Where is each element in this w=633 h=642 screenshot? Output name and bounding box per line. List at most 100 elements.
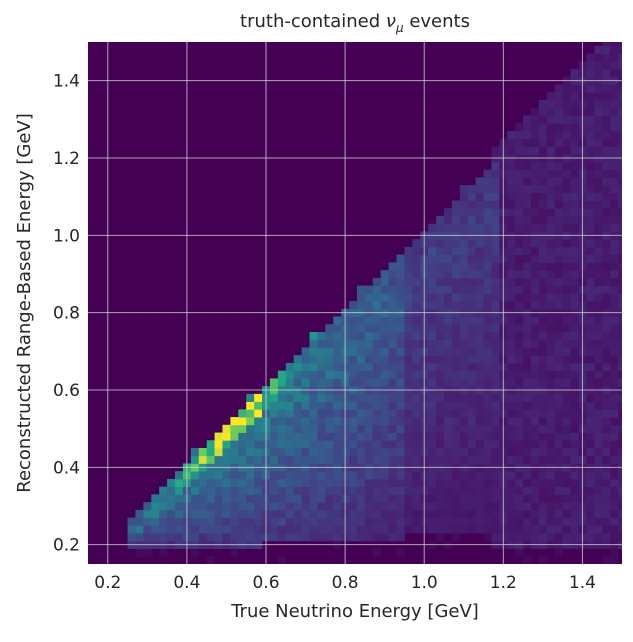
heatmap-cell [444, 525, 453, 534]
heatmap-cell [309, 401, 318, 410]
heatmap-cell [523, 208, 532, 217]
heatmap-cell [444, 262, 453, 271]
heatmap-cell [618, 509, 622, 518]
heatmap-cell [388, 362, 397, 372]
heatmap-cell [459, 246, 469, 256]
heatmap-cell [451, 401, 461, 410]
heatmap-cell [428, 254, 437, 263]
heatmap-cell [554, 84, 564, 93]
heatmap-cell [554, 494, 564, 503]
heatmap-cell [594, 53, 603, 62]
heatmap-cell [507, 208, 516, 217]
heatmap-cell [238, 424, 247, 433]
heatmap-cell [388, 533, 397, 542]
heatmap-cell [301, 409, 310, 418]
heatmap-cell [451, 362, 461, 372]
heatmap-cell [570, 192, 579, 201]
heatmap-cell [451, 239, 461, 248]
heatmap-cell [475, 246, 484, 256]
heatmap-cell [475, 455, 484, 464]
heatmap-cell [222, 494, 231, 503]
heatmap-cell [388, 347, 397, 356]
heatmap-cell [159, 517, 168, 526]
heatmap-cell [610, 293, 619, 302]
heatmap-cell [618, 254, 622, 263]
heatmap-cell [206, 533, 215, 542]
heatmap-cell [507, 324, 516, 333]
heatmap-cell [610, 324, 619, 333]
heatmap-cell [404, 502, 413, 511]
heatmap-cell [356, 293, 366, 302]
heatmap-cell [388, 417, 397, 426]
heatmap-cell [380, 347, 390, 356]
heatmap-cell [475, 370, 484, 379]
heatmap-cell [459, 285, 469, 294]
heatmap-cell [214, 494, 223, 503]
heatmap-cell [562, 362, 571, 372]
heatmap-cell [610, 61, 619, 70]
heatmap-cell [618, 494, 622, 503]
heatmap-cell [610, 378, 619, 387]
heatmap-cell [396, 548, 405, 557]
heatmap-cell [602, 130, 611, 140]
heatmap-cell [602, 517, 611, 526]
heatmap-cell [222, 525, 231, 534]
heatmap-cell [538, 393, 548, 402]
heatmap-cell [562, 301, 571, 310]
heatmap-cell [380, 440, 390, 449]
heatmap-cell [444, 254, 453, 263]
heatmap-cell [285, 471, 295, 480]
heatmap-cell [475, 401, 484, 410]
heatmap-cell [436, 216, 445, 225]
heatmap-cell [325, 471, 334, 480]
heatmap-cell [531, 339, 540, 348]
heatmap-cell [594, 417, 603, 426]
heatmap-cell [436, 316, 445, 325]
heatmap-cell [602, 478, 611, 488]
heatmap-cell [198, 494, 208, 503]
heatmap-cell [475, 192, 484, 201]
heatmap-cell [515, 509, 524, 518]
heatmap-cell [586, 324, 595, 333]
heatmap-cell [602, 169, 611, 178]
heatmap-cell [523, 494, 532, 503]
heatmap-cell [325, 393, 334, 402]
heatmap-cell [586, 486, 595, 495]
heatmap-cell [467, 216, 477, 225]
heatmap-cell [428, 517, 437, 526]
heatmap-cell [459, 362, 469, 372]
heatmap-cell [554, 146, 564, 155]
heatmap-cell [356, 339, 366, 348]
heatmap-cell [531, 301, 540, 310]
heatmap-cell [570, 517, 579, 526]
heatmap-cell [610, 370, 619, 379]
heatmap-cell [444, 393, 453, 402]
heatmap-cell [538, 486, 548, 495]
heatmap-cell [444, 293, 453, 302]
heatmap-cell [554, 270, 564, 279]
heatmap-cell [254, 502, 263, 511]
heatmap-cell [531, 355, 540, 364]
heatmap-cell [459, 393, 469, 402]
heatmap-cell [507, 185, 516, 194]
heatmap-cell [523, 393, 532, 402]
heatmap-cell [293, 393, 302, 402]
heatmap-cell [451, 509, 461, 518]
heatmap-cell [301, 448, 310, 457]
heatmap-cell [538, 200, 548, 209]
heatmap-cell [483, 533, 492, 542]
heatmap-cell [523, 246, 532, 256]
heatmap-cell [491, 448, 500, 457]
heatmap-cell [562, 401, 571, 410]
heatmap-cell [586, 92, 595, 101]
heatmap-cell [554, 393, 564, 402]
heatmap-cell [380, 478, 390, 488]
heatmap-cell [475, 478, 484, 488]
heatmap-cell [546, 123, 556, 132]
heatmap-cell [159, 486, 168, 495]
heatmap-cell [602, 324, 611, 333]
heatmap-cell [404, 393, 413, 402]
heatmap-cell [515, 324, 524, 333]
heatmap-cell [356, 324, 366, 333]
heatmap-cell [554, 509, 564, 518]
